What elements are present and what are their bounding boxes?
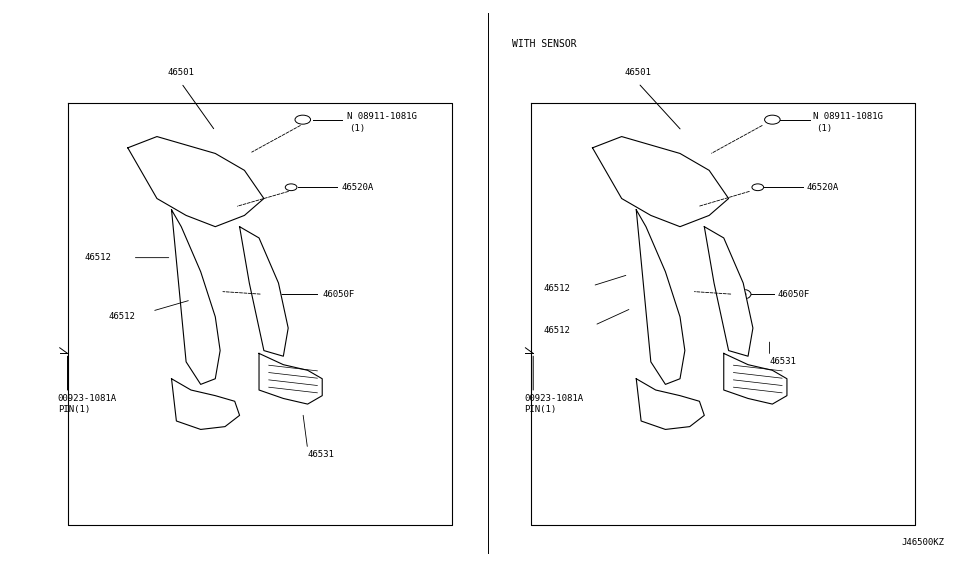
Text: PIN(1): PIN(1): [58, 405, 90, 414]
Text: (1): (1): [816, 123, 833, 132]
Text: 46531: 46531: [769, 357, 797, 366]
Text: 46512: 46512: [84, 253, 111, 262]
Text: 00923-1081A: 00923-1081A: [58, 394, 117, 403]
Text: 46512: 46512: [108, 312, 136, 321]
Text: (1): (1): [349, 123, 366, 132]
Text: 46531: 46531: [308, 451, 334, 459]
Text: 46050F: 46050F: [777, 290, 809, 299]
Polygon shape: [240, 226, 289, 356]
Text: PIN(1): PIN(1): [525, 405, 557, 414]
Text: N 08911-1081G: N 08911-1081G: [813, 112, 883, 121]
Text: 46512: 46512: [544, 327, 570, 336]
Text: N 08911-1081G: N 08911-1081G: [346, 112, 416, 121]
Polygon shape: [723, 353, 787, 404]
Text: 46050F: 46050F: [322, 290, 355, 299]
Polygon shape: [704, 226, 753, 356]
Polygon shape: [637, 210, 684, 384]
Polygon shape: [172, 379, 240, 430]
Text: 46520A: 46520A: [806, 183, 838, 192]
Text: 00923-1081A: 00923-1081A: [525, 394, 584, 403]
Text: 46501: 46501: [168, 68, 195, 78]
Polygon shape: [259, 353, 322, 404]
Polygon shape: [172, 210, 220, 384]
Text: 46501: 46501: [625, 68, 651, 78]
Polygon shape: [637, 379, 704, 430]
Text: 46520A: 46520A: [341, 183, 374, 192]
Text: WITH SENSOR: WITH SENSOR: [512, 38, 576, 49]
Text: J46500KZ: J46500KZ: [902, 538, 945, 547]
Text: 46512: 46512: [544, 284, 570, 293]
